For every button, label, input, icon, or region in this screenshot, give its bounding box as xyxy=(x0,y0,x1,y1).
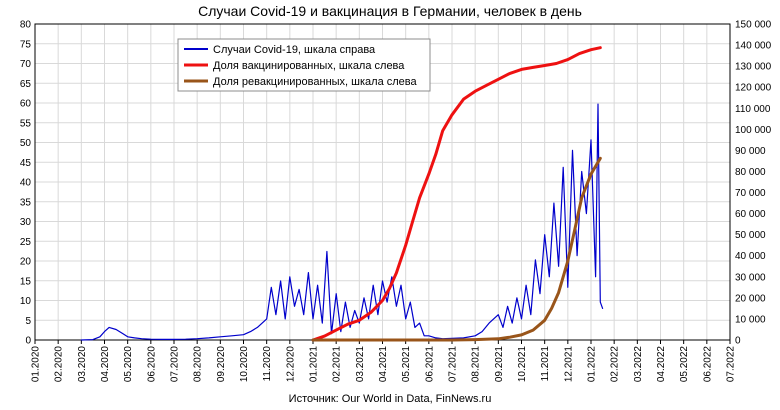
x-tick-label: 02.2020 xyxy=(54,346,65,383)
right-tick-label: 0 xyxy=(735,336,741,347)
legend-label-3: Доля ревакцинированных, шкала слева xyxy=(213,76,418,88)
left-tick-label: 60 xyxy=(20,99,32,110)
chart-title: Случаи Covid-19 и вакцинация в Германии,… xyxy=(198,3,582,19)
left-tick-label: 55 xyxy=(20,118,32,129)
legend-box xyxy=(177,38,431,92)
left-tick-label: 30 xyxy=(20,217,32,228)
right-tick-label: 40 000 xyxy=(735,251,766,262)
right-tick-label: 90 000 xyxy=(735,146,766,157)
left-tick-label: 65 xyxy=(20,79,32,90)
x-tick-label: 11.2020 xyxy=(262,346,273,382)
x-tick-label: 12.2021 xyxy=(563,346,574,383)
x-tick-label: 05.2020 xyxy=(123,346,134,383)
x-tick-label: 06.2021 xyxy=(424,346,435,383)
left-tick-label: 35 xyxy=(20,197,32,208)
right-y-axis-ticks: 0 10 000 20 000 30 000 40 000 50 000 60 000 70 … xyxy=(735,20,772,347)
series-line-3 xyxy=(311,156,602,342)
left-tick-label: 40 xyxy=(20,178,32,189)
right-tick-label: 100 000 xyxy=(735,125,772,136)
left-tick-label: 70 xyxy=(20,59,32,70)
right-tick-label: 120 000 xyxy=(735,83,772,94)
left-tick-label: 5 xyxy=(25,316,31,327)
left-tick-label: 75 xyxy=(20,39,32,50)
x-tick-label: 09.2020 xyxy=(216,346,227,383)
x-tick-label: 04.2020 xyxy=(100,346,111,383)
left-tick-label: 45 xyxy=(20,158,32,169)
right-tick-label: 30 000 xyxy=(735,272,766,283)
right-tick-label: 110 000 xyxy=(735,104,771,115)
right-tick-label: 60 000 xyxy=(735,209,766,220)
left-tick-label: 15 xyxy=(20,276,32,287)
x-tick-label: 07.2021 xyxy=(448,346,459,383)
left-tick-label: 50 xyxy=(20,138,32,149)
legend-label-1: Случаи Covid-19, шкала справа xyxy=(213,44,376,56)
x-tick-label: 07.2020 xyxy=(170,346,181,383)
x-tick-label: 02.2022 xyxy=(610,346,621,383)
x-tick-label: 01.2020 xyxy=(31,346,42,383)
left-tick-label: 20 xyxy=(20,257,32,268)
right-tick-label: 70 000 xyxy=(735,188,766,199)
left-tick-label: 0 xyxy=(25,336,31,347)
legend: Случаи Covid-19, шкала справа Доля вакцин… xyxy=(177,38,431,92)
x-tick-label: 05.2022 xyxy=(679,346,690,383)
x-tick-label: 01.2022 xyxy=(587,346,598,383)
right-tick-label: 80 000 xyxy=(735,167,766,178)
x-tick-label: 03.2021 xyxy=(355,346,366,383)
x-tick-label: 08.2021 xyxy=(471,346,482,383)
right-tick-label: 130 000 xyxy=(735,62,772,73)
x-tick-label: 03.2022 xyxy=(633,346,644,383)
series-line-2 xyxy=(311,46,602,342)
right-tick-label: 10 000 xyxy=(735,314,766,325)
source-caption: Источник: Our World in Data, FinNews.ru xyxy=(289,393,492,405)
right-tick-label: 20 000 xyxy=(735,293,766,304)
left-y-axis-ticks: 0 5 10 15 20 25 30 35 40 45 50 55 60 65 70 75 80 xyxy=(20,20,32,347)
series-line-1 xyxy=(80,103,604,341)
x-tick-label: 02.2021 xyxy=(332,346,343,383)
x-tick-label: 10.2021 xyxy=(517,346,528,383)
x-tick-label: 05.2021 xyxy=(401,346,412,383)
x-tick-label: 11.2021 xyxy=(540,346,551,382)
series-lines xyxy=(80,46,604,342)
x-tick-label: 01.2021 xyxy=(309,346,320,383)
right-tick-label: 50 000 xyxy=(735,230,766,241)
x-tick-label: 12.2020 xyxy=(285,346,296,383)
legend-label-2: Доля вакцинированных, шкала слева xyxy=(213,60,405,72)
left-tick-label: 25 xyxy=(20,237,32,248)
x-tick-label: 07.2022 xyxy=(726,346,737,383)
left-tick-label: 80 xyxy=(20,20,32,31)
x-tick-label: 10.2020 xyxy=(239,346,250,383)
right-tick-label: 140 000 xyxy=(735,41,772,52)
x-tick-label: 06.2020 xyxy=(146,346,157,383)
right-tick-label: 150 000 xyxy=(735,20,772,31)
left-tick-label: 10 xyxy=(20,296,32,307)
x-tick-label: 06.2022 xyxy=(702,346,713,383)
x-tick-label: 09.2021 xyxy=(494,346,505,383)
x-axis-ticks: 01.2020 02.2020 03.2020 04.2020 05.2020 06.20… xyxy=(31,340,737,382)
x-tick-label: 03.2020 xyxy=(77,346,88,383)
x-tick-label: 04.2021 xyxy=(378,346,389,383)
x-tick-label: 08.2020 xyxy=(193,346,204,383)
x-tick-label: 04.2022 xyxy=(656,346,667,383)
